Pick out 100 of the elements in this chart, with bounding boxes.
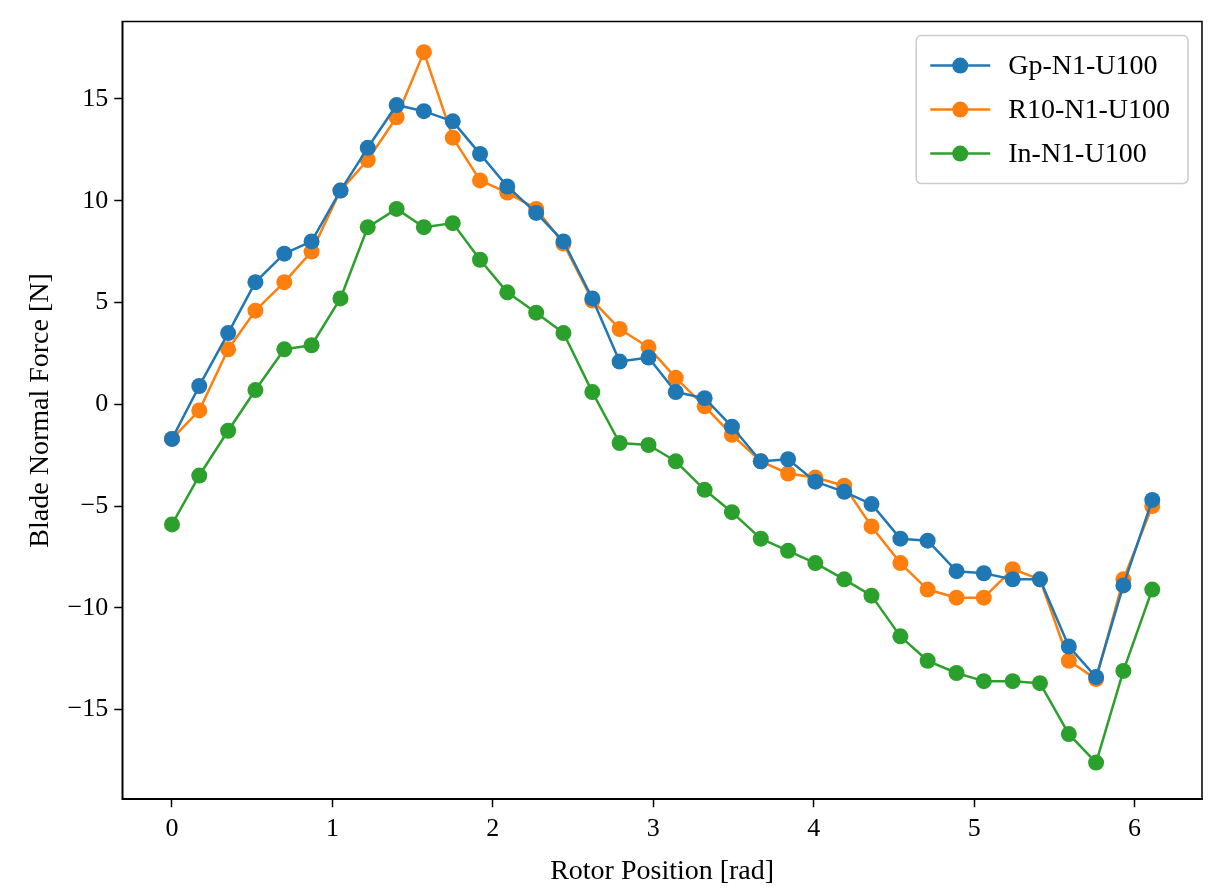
point — [359, 219, 376, 236]
point — [415, 44, 432, 61]
point — [723, 504, 740, 521]
point — [247, 302, 264, 319]
point — [696, 390, 713, 407]
y-tick-label: 0 — [95, 388, 109, 418]
point — [499, 284, 516, 301]
point — [303, 337, 320, 354]
point — [640, 437, 657, 454]
point — [1004, 673, 1021, 690]
point — [975, 673, 992, 690]
point — [528, 204, 545, 221]
point — [611, 320, 628, 337]
y-axis-title: Blade Normal Force [N] — [23, 273, 55, 548]
point — [667, 369, 684, 386]
point — [807, 555, 824, 572]
point — [780, 451, 797, 468]
point — [640, 349, 657, 366]
point — [220, 325, 237, 342]
point — [836, 571, 853, 588]
point — [863, 518, 880, 535]
point — [1060, 726, 1077, 743]
point — [948, 589, 965, 606]
point — [555, 325, 572, 342]
x-tick-label: 1 — [325, 812, 339, 842]
point — [892, 555, 909, 572]
y-tick-label: 5 — [95, 286, 109, 316]
point — [276, 245, 293, 262]
point — [892, 628, 909, 645]
point — [975, 565, 992, 582]
point — [696, 481, 713, 498]
point — [444, 113, 461, 130]
point — [975, 589, 992, 606]
point — [415, 219, 432, 236]
point — [1060, 652, 1077, 669]
x-tick-label: 4 — [807, 812, 821, 842]
point — [1115, 577, 1132, 594]
y-tick-label: 15 — [82, 82, 109, 112]
point — [892, 530, 909, 547]
legend-label: R10-N1-U100 — [1008, 92, 1170, 124]
point — [752, 530, 769, 547]
point — [1144, 491, 1161, 508]
y-tick-label: −5 — [80, 489, 109, 519]
point — [723, 418, 740, 435]
point — [1088, 754, 1105, 771]
legend-label: Gp-N1-U100 — [1008, 48, 1158, 80]
point — [807, 473, 824, 490]
x-tick-label: 0 — [165, 812, 179, 842]
point — [780, 465, 797, 482]
point — [584, 384, 601, 401]
point — [303, 233, 320, 250]
point — [444, 129, 461, 146]
point — [611, 434, 628, 451]
y-tick-label: −15 — [67, 693, 109, 723]
point — [1060, 638, 1077, 655]
point — [220, 422, 237, 439]
point — [1115, 662, 1132, 679]
point — [276, 274, 293, 291]
legend-label: In-N1-U100 — [1008, 136, 1147, 168]
point — [388, 97, 405, 114]
point — [836, 483, 853, 500]
point — [780, 542, 797, 559]
point — [667, 384, 684, 401]
point — [1031, 675, 1048, 692]
point — [332, 290, 349, 307]
point — [444, 215, 461, 232]
point — [191, 377, 208, 394]
point — [919, 532, 936, 549]
point — [276, 341, 293, 358]
x-tick-label: 2 — [486, 812, 500, 842]
point — [863, 587, 880, 604]
point — [472, 145, 489, 162]
point — [528, 304, 545, 321]
point — [191, 467, 208, 484]
y-tick-label: −10 — [67, 591, 109, 621]
point — [863, 496, 880, 513]
point — [388, 200, 405, 217]
x-axis-title: Rotor Position [rad] — [550, 853, 775, 885]
point — [1004, 571, 1021, 588]
point — [359, 139, 376, 156]
x-tick-label: 6 — [1128, 812, 1142, 842]
point — [220, 341, 237, 358]
point — [948, 563, 965, 580]
x-tick-label: 5 — [967, 812, 981, 842]
y-tick-label: 10 — [82, 184, 109, 214]
point — [919, 652, 936, 669]
point — [247, 382, 264, 399]
point — [611, 353, 628, 370]
point — [948, 664, 965, 681]
point — [415, 103, 432, 120]
point — [919, 581, 936, 598]
point — [1144, 581, 1161, 598]
point — [247, 274, 264, 291]
point — [191, 402, 208, 419]
point — [667, 453, 684, 470]
point — [472, 251, 489, 268]
point — [164, 516, 180, 533]
x-tick-label: 3 — [646, 812, 660, 842]
point — [499, 178, 516, 195]
point — [472, 172, 489, 189]
